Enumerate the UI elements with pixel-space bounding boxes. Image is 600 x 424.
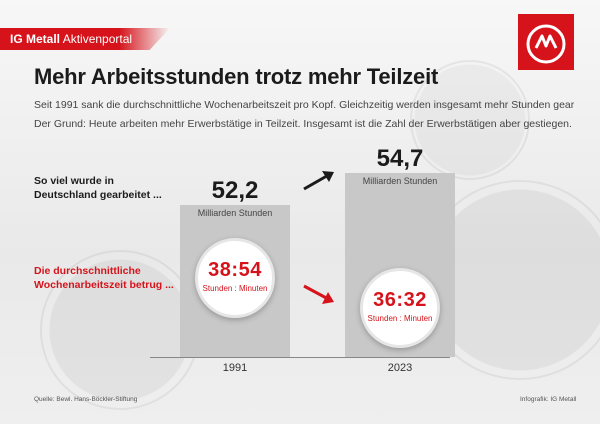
weekly-hours-clock-1991: 38:54 Stunden : Minuten	[195, 238, 275, 318]
arrow-up-icon	[303, 171, 334, 191]
label-hours-worked: So viel wurde in Deutschland gearbeitet …	[34, 174, 162, 202]
unit-label-1991: Milliarden Stunden	[197, 207, 273, 218]
brand-name: IG Metall	[10, 32, 61, 46]
label-weekly-hours: Die durchschnittliche Wochenarbeitszeit …	[34, 264, 174, 292]
x-tick-2023: 2023	[387, 362, 413, 374]
label-weekly-hours-line-1: Die durchschnittliche	[34, 265, 141, 277]
background-clock	[410, 60, 530, 180]
brand-banner: IG Metall Aktivenportal	[0, 28, 170, 50]
ig-metall-logo	[518, 14, 574, 70]
source-note: Quelle: Bewl. Hans-Böckler-Stiftung	[34, 396, 138, 403]
subtitle-line-2: Der Grund: Heute arbeiten mehr Erwerbstä…	[34, 118, 572, 130]
credit-note: Infografik: IG Metall	[520, 396, 577, 403]
weekly-hours-unit-2023: Stunden : Minuten	[367, 314, 433, 323]
arrow-down-icon	[303, 284, 334, 304]
label-hours-worked-line-1: So viel wurde in	[34, 175, 114, 187]
unit-label-2023: Milliarden Stunden	[362, 176, 438, 187]
label-weekly-hours-line-2: Wochenarbeitszeit betrug ...	[34, 279, 174, 291]
weekly-hours-2023: 36:32	[373, 289, 427, 311]
x-tick-1991: 1991	[222, 362, 248, 374]
weekly-hours-unit-1991: Stunden : Minuten	[202, 284, 268, 293]
x-axis	[150, 357, 450, 358]
value-label-1991: 52,2	[211, 176, 259, 204]
page-title: Mehr Arbeitsstunden trotz mehr Teilzeit	[34, 64, 439, 89]
brand-subtitle: Aktivenportal	[62, 32, 133, 46]
subtitle-line-1: Seit 1991 sank die durchschnittliche Woc…	[34, 99, 574, 111]
label-hours-worked-line-2: Deutschland gearbeitet ...	[34, 189, 162, 201]
weekly-hours-clock-2023: 36:32 Stunden : Minuten	[360, 268, 440, 348]
weekly-hours-1991: 38:54	[208, 259, 262, 281]
value-label-2023: 54,7	[376, 145, 424, 173]
